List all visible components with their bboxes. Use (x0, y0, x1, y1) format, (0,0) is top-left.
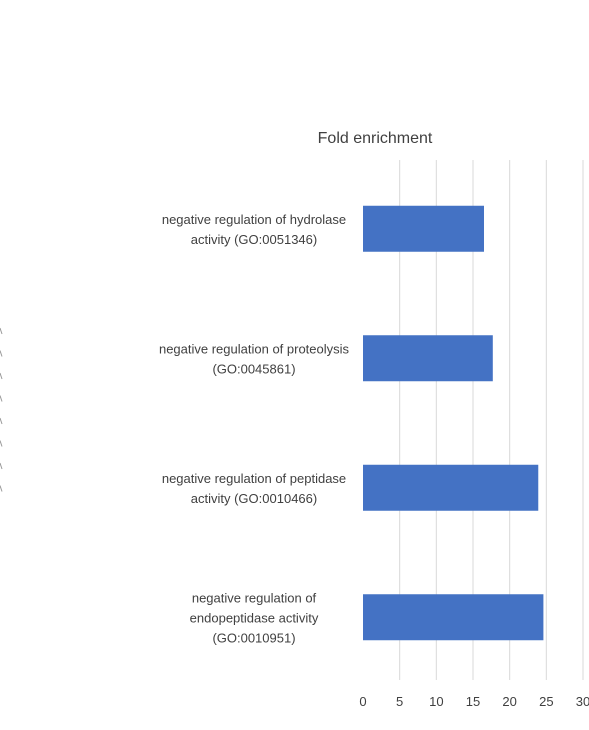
chart-title: Fold enrichment (318, 130, 433, 147)
category-label: negative regulation of endopeptidase acti… (190, 590, 319, 645)
bar (363, 205, 484, 252)
category-label: negative regulation of proteolysis (GO:00… (159, 341, 350, 376)
x-tick-label: 25 (539, 694, 553, 709)
edge-mark (0, 372, 3, 380)
category-label-line: negative regulation of hydrolase (162, 212, 346, 227)
category-label-line: (GO:0010951) (212, 630, 295, 645)
bar (363, 335, 493, 382)
bar (363, 594, 544, 641)
edge-mark (0, 485, 3, 492)
category-label-line: activity (GO:0051346) (191, 232, 317, 247)
category-label-line: negative regulation of (192, 590, 317, 605)
category-label-line: negative regulation of peptidase (162, 471, 346, 486)
x-tick-label: 5 (396, 694, 403, 709)
category-label-line: endopeptidase activity (190, 610, 319, 625)
edge-mark (0, 395, 3, 402)
x-tick-label: 30 (576, 694, 589, 709)
edge-mark (0, 440, 3, 447)
x-tick-label: 10 (429, 694, 443, 709)
x-tick-label: 20 (502, 694, 516, 709)
category-label-line: negative regulation of proteolysis (159, 341, 350, 356)
category-label: negative regulation of hydrolase activity… (162, 212, 346, 247)
x-tick-label: 15 (466, 694, 480, 709)
bar (363, 464, 539, 511)
edge-mark (0, 350, 3, 357)
x-tick-label: 0 (359, 694, 366, 709)
left-edge-marks (0, 327, 3, 492)
bars (363, 205, 544, 641)
category-label-line: (GO:0045861) (212, 361, 295, 376)
edge-mark (0, 327, 3, 335)
edge-mark (0, 417, 3, 425)
category-label-line: activity (GO:0010466) (191, 491, 317, 506)
edge-mark (0, 462, 3, 470)
category-label: negative regulation of peptidase activity… (162, 471, 346, 506)
category-labels: negative regulation of hydrolase activity… (159, 212, 350, 646)
x-axis-tick-labels: 0 5 10 15 20 25 30 (359, 694, 589, 709)
